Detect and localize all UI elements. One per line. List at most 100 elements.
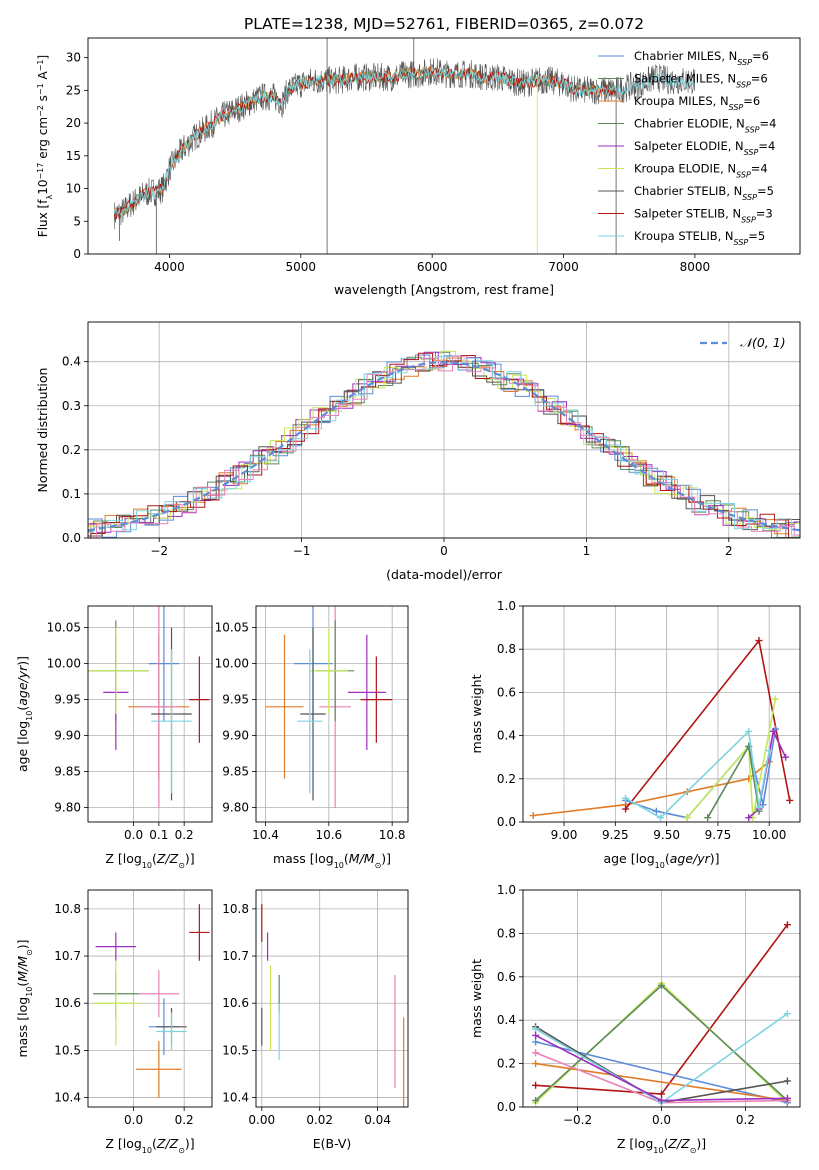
y-tick-label: 10.4 (222, 1091, 249, 1105)
weight-marker-chab_elodie (658, 981, 665, 989)
weight-marker-chab_miles (532, 1038, 540, 1046)
y-axis-label: mass weight (469, 674, 484, 753)
y-tick-label: 30 (66, 51, 81, 65)
x-tick-label: 9.25 (602, 828, 629, 842)
y-tick-label: 0.2 (497, 1057, 516, 1071)
axes-frame (255, 889, 409, 1108)
y-tick-label: 0.1 (62, 487, 81, 501)
y-axis-label: mass [log10(M/M⊙)] (15, 939, 34, 1057)
weight-line-krou_miles (533, 760, 770, 817)
legend-label: Chabrier MILES, NSSP=6 (634, 49, 769, 67)
weight-marker-krou_miles (532, 1060, 540, 1068)
weight-marker-salp_elodie (532, 1031, 540, 1039)
legend-label: Chabrier ELODIE, NSSP=4 (634, 117, 776, 135)
y-tick-label: 10.05 (47, 621, 81, 635)
x-axis-label: Z [log10(Z/Z⊙)] (105, 851, 194, 870)
x-tick-label: 10.4 (252, 828, 279, 842)
residual-histogram-panel: −2 −1 0 1 2 0.0 0.1 0.2 0.3 0.4 (data-model)/error… (35, 321, 801, 582)
x-tick-label: 0.00 (248, 1113, 275, 1127)
y-tick-label: 15 (66, 149, 81, 163)
y-tick-label: 10.8 (222, 902, 249, 916)
y-tick-label: 0.2 (62, 443, 81, 457)
y-tick-label: 5 (73, 214, 81, 228)
y-tick-label: 0.0 (62, 531, 81, 545)
axes-frame (255, 605, 409, 823)
weight-marker-krou_elodie (771, 695, 779, 703)
y-tick-label: 0.3 (62, 399, 81, 413)
axes-frame (87, 321, 801, 539)
x-axis-label: Z [log10(Z/Z⊙)] (617, 1136, 706, 1155)
y-tick-label: 0 (73, 247, 81, 261)
y-tick-label: 10.00 (215, 657, 249, 671)
spectrum-line-chab_stelib (114, 58, 696, 230)
weight-marker-chab_elodie (532, 1096, 540, 1104)
weight-marker-salp_elodie (745, 814, 753, 822)
mass-vs-ebv-panel: 0.00 0.02 0.04 10.4 10.5 10.6 10.7 10.8 E(B-V) (222, 889, 409, 1151)
x-tick-label: 9.50 (653, 828, 680, 842)
weight-marker-salp_stelib (532, 1081, 540, 1089)
y-tick-label: 0.0 (497, 815, 516, 829)
y-tick-label: 10.6 (222, 996, 249, 1010)
y-tick-label: 9.85 (54, 765, 81, 779)
y-tick-label: 20 (66, 116, 81, 130)
axes-frame (522, 605, 801, 823)
weight-marker-krou_stelib (783, 1010, 791, 1018)
y-tick-label: 0.6 (497, 970, 516, 984)
weight-marker-salp_stelib (755, 637, 763, 645)
spectrum-panel: 4000 5000 6000 7000 8000 0 5 10 15 20 25 30 waveleng… (36, 37, 801, 297)
x-tick-label: 10.8 (379, 828, 406, 842)
x-tick-label: 9.75 (705, 828, 732, 842)
y-tick-label: 1.0 (497, 883, 516, 897)
weight-line-krou_elodie (686, 698, 777, 819)
mass-vs-z-panel: 0.0 0.2 10.4 10.5 10.6 10.7 10.8 Z [log10(Z/Z⊙)… (15, 889, 213, 1155)
x-tick-label: −1 (293, 544, 311, 558)
legend-label: 𝒩(0, 1) (740, 335, 786, 350)
legend-label: Salpeter MILES, NSSP=6 (634, 72, 768, 90)
y-tick-label: 10.05 (215, 621, 249, 635)
y-tick-label: 0.8 (497, 926, 516, 940)
y-tick-label: 9.95 (54, 693, 81, 707)
x-tick-label: 0.0 (124, 1113, 143, 1127)
x-tick-label: 10.00 (752, 828, 786, 842)
weight-marker-krou_stelib (532, 1025, 540, 1033)
legend-label: Chabrier STELIB, NSSP=5 (634, 184, 774, 202)
y-tick-label: 0.4 (497, 1013, 516, 1027)
y-tick-label: 9.85 (222, 765, 249, 779)
histogram-step-chab_stelib (88, 361, 800, 537)
weight-marker-salp_stelib (783, 921, 791, 929)
y-tick-label: 25 (66, 83, 81, 97)
y-tick-label: 0.4 (497, 729, 516, 743)
y-tick-label: 10.4 (54, 1091, 81, 1105)
weight-marker-chab_elodie (704, 814, 712, 822)
axes-frame (522, 889, 801, 1108)
y-tick-label: 9.80 (54, 801, 81, 815)
weight-marker-salp_elodie (783, 1094, 791, 1102)
weight-marker-salp_elodie (769, 727, 777, 735)
x-axis-label: wavelength [Angstrom, rest frame] (334, 282, 554, 297)
y-tick-label: 10 (66, 182, 81, 196)
gaussian-curve (88, 360, 800, 532)
weight-marker-salp_stelib (658, 1090, 665, 1098)
y-tick-label: 10.8 (54, 902, 81, 916)
histogram-step-salp_stelib (88, 352, 800, 538)
y-axis-label: Normed distribution (35, 368, 50, 493)
x-axis-label: E(B-V) (313, 1136, 352, 1151)
weight-line-salp_stelib (624, 638, 791, 810)
weight-marker-salp_elodie (658, 1096, 665, 1104)
x-tick-label: 0.2 (175, 828, 194, 842)
weight-marker-krou_stelib (765, 747, 773, 755)
mass-weight-vs-age-panel: 9.00 9.25 9.50 9.75 10.00 0.0 0.2 0.4 0.6 0.8 1.0 a… (469, 599, 801, 870)
x-tick-label: 0.02 (306, 1113, 333, 1127)
x-axis-label: age [log10(age/yr)] (603, 851, 719, 870)
y-axis-label: Flux [fλ10−17 erg cm−2 s−1 A−1] (36, 55, 54, 237)
y-tick-label: 9.80 (222, 801, 249, 815)
legend-label: Salpeter ELODIE, NSSP=4 (634, 139, 775, 157)
histogram-step-salp_elodie (88, 351, 800, 533)
x-axis-label: (data-model)/error (386, 567, 503, 582)
age-vs-mass-panel: 10.4 10.6 10.8 9.80 9.85 9.90 9.95 10.00 10.05 ma… (215, 605, 409, 870)
x-tick-label: 0.1 (149, 828, 168, 842)
y-tick-label: 1.0 (497, 599, 516, 613)
x-tick-label: 0.0 (124, 828, 143, 842)
y-tick-label: 0.6 (497, 685, 516, 699)
